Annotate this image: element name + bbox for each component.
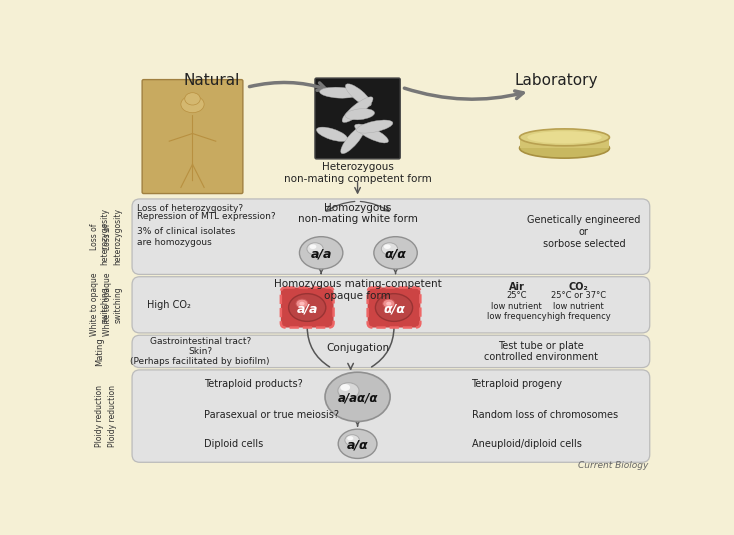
Text: a/α: a/α — [346, 438, 368, 451]
Ellipse shape — [346, 84, 371, 106]
Ellipse shape — [310, 244, 316, 249]
Ellipse shape — [386, 302, 391, 305]
Text: Homozygous mating-competent
opaque form: Homozygous mating-competent opaque form — [274, 279, 441, 301]
Text: Test tube or plate
controlled environment: Test tube or plate controlled environmen… — [484, 341, 598, 362]
Ellipse shape — [341, 384, 350, 391]
Ellipse shape — [520, 138, 609, 158]
Text: a/a: a/a — [310, 247, 332, 260]
Text: Natural: Natural — [184, 73, 240, 88]
Ellipse shape — [338, 429, 377, 458]
Ellipse shape — [341, 126, 365, 154]
Ellipse shape — [357, 120, 393, 133]
Ellipse shape — [382, 243, 398, 255]
FancyBboxPatch shape — [142, 80, 243, 194]
Ellipse shape — [375, 294, 413, 322]
Text: Air: Air — [509, 282, 524, 292]
FancyBboxPatch shape — [132, 277, 650, 333]
Ellipse shape — [296, 299, 308, 308]
Bar — [520, 137, 609, 148]
Text: Conjugation: Conjugation — [326, 342, 389, 353]
FancyBboxPatch shape — [368, 287, 421, 327]
FancyBboxPatch shape — [315, 78, 400, 159]
Ellipse shape — [325, 372, 390, 422]
Ellipse shape — [382, 299, 395, 308]
Ellipse shape — [185, 93, 200, 105]
Text: Repression of MTL expression?: Repression of MTL expression? — [137, 212, 275, 221]
Ellipse shape — [345, 434, 360, 446]
Ellipse shape — [342, 97, 373, 123]
Ellipse shape — [520, 129, 609, 146]
Text: Mating: Mating — [95, 337, 104, 366]
Text: High CO₂: High CO₂ — [148, 300, 191, 310]
Ellipse shape — [527, 131, 602, 143]
FancyBboxPatch shape — [281, 287, 333, 327]
Ellipse shape — [288, 294, 326, 322]
Ellipse shape — [355, 124, 388, 143]
Text: White to opaque
switching: White to opaque switching — [103, 273, 123, 336]
Ellipse shape — [299, 302, 305, 305]
Text: α/α: α/α — [383, 303, 405, 316]
Ellipse shape — [307, 243, 323, 255]
Text: 25°C or 37°C
low nutrient
high frequency: 25°C or 37°C low nutrient high frequency — [547, 292, 611, 321]
Text: 25°C
low nutrient
low frequency: 25°C low nutrient low frequency — [487, 292, 546, 321]
Text: Parasexual or true meiosis?: Parasexual or true meiosis? — [204, 410, 339, 419]
Text: Laboratory: Laboratory — [515, 73, 598, 88]
FancyBboxPatch shape — [132, 199, 650, 274]
Ellipse shape — [374, 236, 417, 269]
Text: Aneuploid/diploid cells: Aneuploid/diploid cells — [471, 439, 581, 449]
Ellipse shape — [338, 383, 359, 399]
Text: 3% of clinical isolates
are homozygous: 3% of clinical isolates are homozygous — [137, 227, 235, 247]
Text: Tetraploid products?: Tetraploid products? — [204, 379, 303, 389]
Text: Ploidy reduction: Ploidy reduction — [95, 385, 104, 447]
Ellipse shape — [181, 96, 204, 113]
Text: Current Biology: Current Biology — [578, 461, 648, 470]
Text: Gastrointestinal tract?
Skin?
(Perhaps facilitated by biofilm): Gastrointestinal tract? Skin? (Perhaps f… — [131, 337, 270, 366]
Text: Diploid cells: Diploid cells — [204, 439, 264, 449]
Text: Tetraploid progeny: Tetraploid progeny — [471, 379, 562, 389]
Ellipse shape — [345, 109, 374, 120]
Text: Random loss of chromosomes: Random loss of chromosomes — [471, 410, 617, 419]
Text: Loss of heterozygosity?: Loss of heterozygosity? — [137, 204, 243, 213]
Ellipse shape — [316, 127, 348, 141]
FancyBboxPatch shape — [132, 335, 650, 368]
Text: a/a: a/a — [297, 303, 318, 316]
Ellipse shape — [347, 436, 353, 440]
Text: Loss of
heterozygosity: Loss of heterozygosity — [90, 208, 109, 265]
Text: α/α: α/α — [385, 247, 407, 260]
Text: Loss of
heterozygosity: Loss of heterozygosity — [103, 208, 123, 265]
Text: Heterozygous
non-mating competent form: Heterozygous non-mating competent form — [284, 162, 432, 184]
Text: Genetically engineered
or
sorbose selected: Genetically engineered or sorbose select… — [527, 216, 641, 249]
Ellipse shape — [319, 87, 358, 98]
Ellipse shape — [299, 236, 343, 269]
Text: a/aα/α: a/aα/α — [338, 391, 378, 404]
FancyBboxPatch shape — [132, 370, 650, 462]
Text: CO₂: CO₂ — [569, 282, 589, 292]
Text: Ploidy reduction: Ploidy reduction — [108, 385, 117, 447]
Text: White to opaque
switching: White to opaque switching — [90, 273, 109, 336]
Ellipse shape — [384, 244, 390, 249]
Text: Homozygous
non-mating white form: Homozygous non-mating white form — [298, 203, 418, 224]
